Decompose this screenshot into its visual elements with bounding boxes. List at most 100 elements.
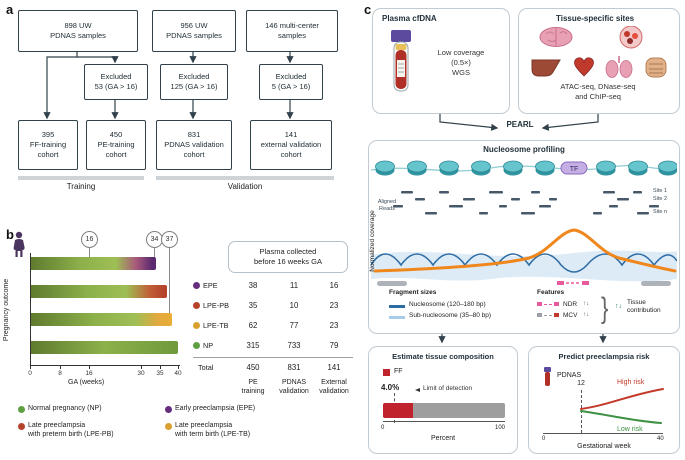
cohort-box-pe-training: 450 PE-training cohort: [86, 120, 146, 170]
panel-a: a 898 UW PDNAS samples 956 UW PDNAS samp…: [0, 0, 360, 225]
composition-bar-ff: [383, 403, 413, 418]
x-tickmark: [141, 366, 142, 369]
table-row-name: NP: [203, 341, 214, 350]
high-risk-curve: [580, 388, 664, 410]
validation-bracket: [156, 176, 334, 180]
panel-b-label: b: [6, 227, 14, 242]
table-cell: 38: [248, 281, 258, 290]
table-cell: 733: [287, 341, 301, 350]
table-cell: 831: [287, 363, 301, 372]
subnucleosome-line-swatch: [389, 316, 405, 319]
mcv-icon: [537, 313, 559, 317]
table-dot-lpe-pb: [193, 302, 200, 309]
bar-np: [30, 341, 178, 354]
panel-c: c Plasma cfDNA: [360, 0, 685, 460]
high-risk-label: High risk: [617, 379, 645, 386]
liver-icon: [531, 59, 561, 77]
table-cell: 141: [327, 363, 341, 372]
x-tickmark: [89, 366, 90, 369]
week-12-label: 12: [577, 380, 585, 387]
x-axis-label: GA (weeks): [68, 379, 105, 386]
risk-title: Predict preeclampsia risk: [558, 352, 650, 361]
site-1-label: Site 1: [653, 188, 668, 194]
nucleosome-legend-label: Nucleosome (120–180 bp): [409, 301, 486, 308]
composition-tick-0: 0: [381, 425, 385, 431]
table-dot-epe: [193, 282, 200, 289]
heart-icon: [574, 57, 594, 77]
x-tickmark: [30, 366, 31, 369]
brain-icon: [539, 27, 573, 47]
plasma-cfdna-text: Low coverage (0.5×) WGS: [437, 48, 485, 78]
panel-c-label: c: [364, 2, 372, 17]
table-col-header: PE training: [241, 379, 265, 395]
blood-cells-icon: [619, 26, 643, 49]
organ-icons: [531, 26, 667, 78]
y-axis-label: Pregnancy outcome: [3, 278, 10, 342]
x-tickmark: [178, 366, 179, 369]
composition-tick-100: 100: [495, 425, 506, 431]
cohort-box-ff-training: 395 FF-training cohort: [18, 120, 78, 170]
x-tick-8: 8: [58, 370, 62, 377]
x-tick-40: 40: [174, 370, 182, 377]
nucleosome-profiling-box: Nucleosome profiling TF: [368, 140, 680, 334]
risk-x-label: Gestational week: [577, 443, 631, 450]
table-row-name: Total: [198, 363, 214, 372]
plasma-cfdna-title: Plasma cfDNA: [382, 14, 437, 23]
subnucleosome-legend-label: Sub-nucleosome (35–80 bp): [409, 312, 492, 319]
coverage-y-label: Normalized coverage: [369, 210, 376, 272]
ndr-marker: [557, 281, 589, 285]
excluded-box-3: Excluded 5 (GA > 16): [259, 64, 323, 100]
table-dot-lpe-tb: [193, 322, 200, 329]
site-2-label: Site 2: [653, 196, 668, 202]
ndr-icon: [537, 302, 559, 306]
composition-x-label: Percent: [430, 435, 456, 442]
legend-dot-np: [18, 406, 25, 413]
profiling-diagram: TF: [371, 160, 677, 286]
flow-arrows: [43, 50, 294, 120]
legend-label-lpe-tb: Late preeclampsia with term birth (LPE-T…: [175, 422, 251, 439]
pdnas-label: PDNAS: [557, 372, 582, 379]
risk-curves: [580, 388, 664, 424]
site-n-label: Site n: [653, 209, 668, 215]
composition-title: Estimate tissue composition: [392, 352, 494, 361]
training-label: Training: [66, 182, 96, 191]
risk-tick-40: 40: [657, 436, 664, 442]
pdnas-tube-icon: [544, 367, 551, 386]
nucleosome-icons: [375, 160, 677, 176]
lungs-icon: [605, 56, 633, 78]
marker-stem-37: [168, 246, 170, 320]
nucleosome-line-swatch: [389, 305, 405, 308]
tissue-contribution-label: Tissue contribution: [627, 299, 661, 315]
lod-value: 4.0%: [381, 383, 400, 392]
table-row-name: LPE-PB: [203, 301, 229, 310]
flank-region-left: [377, 281, 407, 286]
table-cell: 23: [329, 321, 339, 330]
flank-region-right: [641, 281, 671, 286]
x-tickmark: [160, 366, 161, 369]
risk-axis-line: [543, 433, 663, 434]
table-cell: 11: [289, 281, 299, 290]
panel-a-label: a: [6, 2, 14, 17]
aligned-reads-label: Aligned Reads: [377, 199, 397, 212]
features-title: Features: [537, 289, 565, 296]
bar-lpe-tb: [30, 313, 172, 326]
brace-icon: }: [601, 291, 609, 325]
profiling-title: Nucleosome profiling: [483, 145, 565, 154]
composition-bar-other: [413, 403, 505, 418]
tissue-contribution-arrows-icon: ↑↓: [615, 303, 622, 310]
bar-lpe-pb: [30, 285, 167, 298]
fragment-sizes-title: Fragment sizes: [389, 289, 437, 296]
table-cell: 35: [248, 301, 258, 310]
low-risk-label: Low risk: [617, 426, 643, 433]
source-box-multicenter: 146 multi-center samples: [246, 10, 338, 52]
risk-box: Predict preeclampsia risk PDNAS 12 High …: [528, 346, 680, 454]
x-tickmark: [60, 366, 61, 369]
lod-arrow-icon: [415, 388, 420, 392]
legend-dot-epe: [165, 406, 172, 413]
tissue-sites-text: ATAC-seq, DNase-seq and ChIP-seq: [560, 82, 636, 102]
intestine-icon: [645, 57, 667, 78]
pearl-label: PEARL: [506, 120, 534, 129]
y-axis-line: [30, 253, 31, 366]
table-cell: 16: [329, 281, 339, 290]
ndr-label: NDR: [563, 301, 578, 308]
